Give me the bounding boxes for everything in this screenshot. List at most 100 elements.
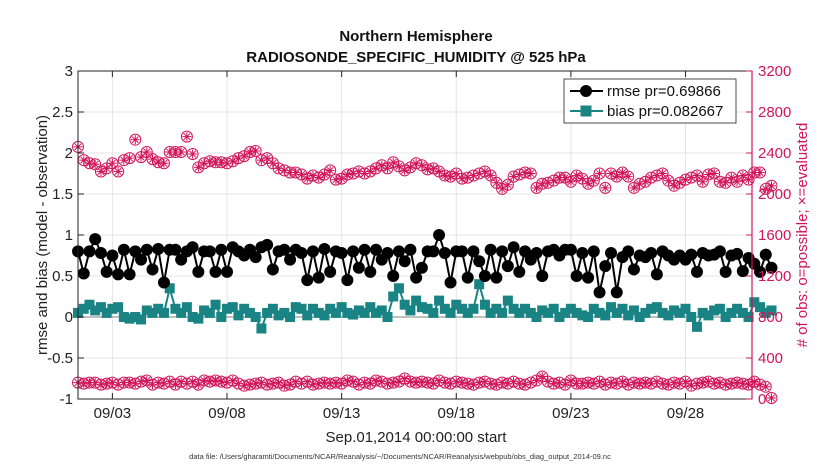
obs-star-d2 [601,184,609,192]
obs-star-d2 [745,176,753,184]
obs-star-d2 [578,175,586,183]
obs-star-d2 [395,378,403,386]
obs-possible-point [754,166,767,179]
rmse-point [249,251,262,264]
bias-point [646,303,657,314]
bias-point [439,303,450,314]
obs-possible-point [656,167,669,180]
bias-point [101,307,112,318]
rmse-point [719,265,732,278]
y-right-axis-label: # of obs: o=possible; ×=evaluated [794,123,811,348]
obs-star-d2 [297,170,306,179]
obs-star-d2 [613,173,621,181]
bias-point [399,299,410,310]
bias-point [760,307,771,318]
rmse-point [192,265,205,278]
obs-possible-point [708,167,721,180]
obs-star-d2 [596,169,604,178]
rmse-point [536,270,549,282]
rmse-point [627,263,640,276]
obs-star-d2 [401,374,409,383]
obs-star-d2 [378,161,386,169]
obs-star-d2 [630,184,638,192]
rmse-point [209,265,222,278]
rmse-point [759,248,772,261]
bias-point [181,302,192,313]
obs-star-d2 [194,381,202,389]
y-tick-label: 2 [65,145,73,162]
obs-possible-point [587,174,600,187]
y-right-tick-label: 1600 [758,227,791,244]
y-right-axis-ticks: 0 400 800 1200 1600 2000 2400 2800 3200 [746,63,791,408]
obs-star-d2 [326,166,334,174]
rmse-point [433,229,446,241]
rmse-point [582,271,595,284]
obs-star-d2 [275,379,283,387]
obs-star-d2 [618,168,627,177]
obs-star-d2 [189,378,197,386]
obs-star-d2 [252,147,260,155]
obs-possible-point [157,157,170,170]
bias-point [600,310,611,321]
obs-star-d2 [550,177,558,185]
obs-star-d2 [561,381,569,389]
obs-star-d2 [366,380,374,388]
bias-series [73,279,777,334]
obs-possible-point [324,164,337,177]
rmse-series [72,229,778,299]
bias-point [703,310,714,321]
x-tick-label: 09/08 [208,405,246,422]
obs-circle [129,133,142,146]
bias-point [118,312,129,322]
obs-star-d2 [659,169,667,178]
bias-point [611,307,622,318]
bias-point [674,307,685,318]
obs-star-d2 [389,158,397,166]
bias-point [451,299,462,310]
y-axis-ticks: -1 -0.5 0 0.5 1 1.5 2 2.5 3 [47,63,84,408]
bias-point [680,303,691,314]
rmse-point [530,247,543,260]
obs-possible-point [186,148,199,161]
bias-point [577,310,588,321]
bias-point [393,283,404,294]
bias-point [588,303,599,314]
y-right-tick-label: 1200 [758,268,791,285]
x-tick-label: 09/03 [94,405,132,422]
obs-star-d2 [618,378,627,386]
obs-possible-point [89,158,102,171]
y-tick-label: 3 [65,63,73,80]
obs-star-d2 [372,164,380,172]
x-tick-label: 09/13 [323,405,361,422]
bias-point [262,307,273,318]
chart-subtitle: RADIOSONDE_SPECIFIC_HUMIDITY @ 525 hPa [246,49,586,66]
bias-point [210,299,221,310]
rmse-point [713,245,726,258]
bias-point [376,305,387,316]
rmse-point [284,253,297,266]
rmse-point [152,242,165,255]
obs-series [72,130,778,404]
rmse-point [295,247,308,260]
bias-point [273,310,284,321]
obs-star-d2 [756,168,764,177]
rmse-point [370,243,383,256]
obs-star-d2 [194,163,202,171]
obs-star-d2 [189,150,197,158]
legend-box [563,78,737,124]
x-axis-label: Sep.01,2014 00:00:00 start [326,429,508,446]
obs-star-d2 [229,377,237,385]
rmse-point [587,245,600,258]
obs-star-d2 [229,157,237,165]
bias-point [107,303,118,314]
y-tick-label: 0 [65,309,73,326]
obs-circle [622,170,635,183]
obs-star-d2 [137,153,145,161]
rmse-point [473,255,486,268]
rmse-point [341,274,354,287]
obs-possible-point [112,165,125,178]
bias-point [285,312,296,322]
obs-star-d2 [681,378,690,386]
obs-star-d2 [596,378,604,386]
